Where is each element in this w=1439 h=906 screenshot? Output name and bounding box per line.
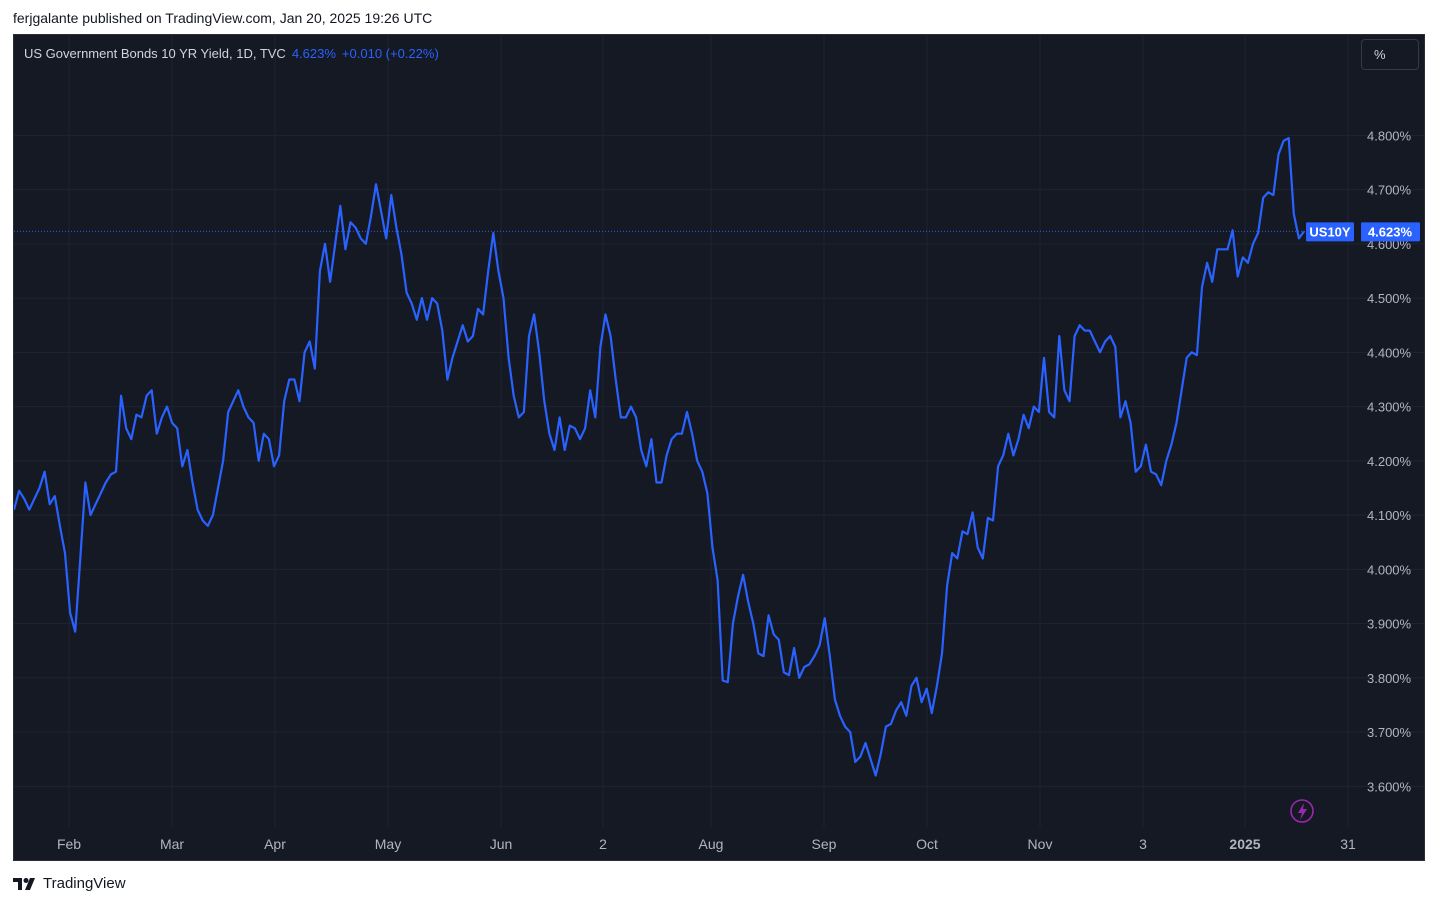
ticker-label-box xyxy=(1306,222,1354,242)
lightning-icon-ring[interactable] xyxy=(1290,799,1314,823)
y-tick-label: 3.900% xyxy=(1367,617,1412,632)
ticker-label: US10Y xyxy=(1309,224,1351,239)
x-tick-label: Aug xyxy=(699,836,724,852)
y-tick-label: 3.800% xyxy=(1367,671,1412,686)
x-tick-label: 2 xyxy=(599,836,607,852)
last-price-label: US10Y 4.623% xyxy=(14,222,1420,242)
x-tick-label: May xyxy=(375,836,401,852)
published-info: ferjgalante published on TradingView.com… xyxy=(13,10,433,26)
price-label-box xyxy=(1361,222,1420,242)
time-axis: Feb Mar Apr May Jun 2 Aug Sep Oct Nov 3 2025 31 xyxy=(57,836,1356,852)
y-tick-label: 4.700% xyxy=(1367,183,1412,198)
y-tick-label: 4.800% xyxy=(1367,128,1412,143)
y-tick-label: 4.200% xyxy=(1367,454,1412,469)
y-tick-label: 4.100% xyxy=(1367,508,1412,523)
x-tick-label: Sep xyxy=(812,836,837,852)
y-tick-label: 3.600% xyxy=(1367,779,1412,794)
last-value: 4.623% xyxy=(291,46,336,61)
symbol-description: US Government Bonds 10 YR Yield, 1D, TVC xyxy=(24,46,286,61)
y-tick-label: 4.400% xyxy=(1367,345,1412,360)
x-tick-label: 2025 xyxy=(1229,836,1260,852)
unit-button[interactable]: % xyxy=(1361,39,1419,70)
footer-brand[interactable]: TradingView xyxy=(13,875,126,892)
grid xyxy=(14,35,1424,827)
brand-name: TradingView xyxy=(43,875,126,892)
lightning-icon xyxy=(1298,803,1307,820)
symbol-legend[interactable]: US Government Bonds 10 YR Yield, 1D, TVC… xyxy=(24,46,439,61)
x-tick-label: 31 xyxy=(1340,836,1356,852)
x-tick-label: Nov xyxy=(1028,836,1053,852)
x-tick-label: Jun xyxy=(490,836,513,852)
price-label-value: 4.623% xyxy=(1368,224,1413,239)
x-tick-label: 3 xyxy=(1139,836,1147,852)
price-change: +0.010 (+0.22%) xyxy=(341,46,439,61)
y-tick-label: 3.700% xyxy=(1367,725,1412,740)
y-tick-label: 4.500% xyxy=(1367,291,1412,306)
series-line-layer xyxy=(14,136,1305,777)
y-tick-label: 4.000% xyxy=(1367,562,1412,577)
y-tick-label: 4.300% xyxy=(1367,400,1412,415)
lightning-icon xyxy=(1290,799,1314,823)
x-tick-label: Oct xyxy=(916,836,938,852)
x-tick-label: Feb xyxy=(57,836,81,852)
tradingview-logo-icon xyxy=(13,877,35,890)
x-tick-label: Apr xyxy=(264,836,286,852)
x-tick-label: Mar xyxy=(160,836,184,852)
series-line-us10y[interactable] xyxy=(14,136,1305,777)
chart-pane[interactable]: Feb Mar Apr May Jun 2 Aug Sep Oct Nov 3 2025 31 4.80… xyxy=(13,34,1425,861)
price-chart[interactable]: Feb Mar Apr May Jun 2 Aug Sep Oct Nov 3 2025 31 4.80… xyxy=(14,35,1424,860)
